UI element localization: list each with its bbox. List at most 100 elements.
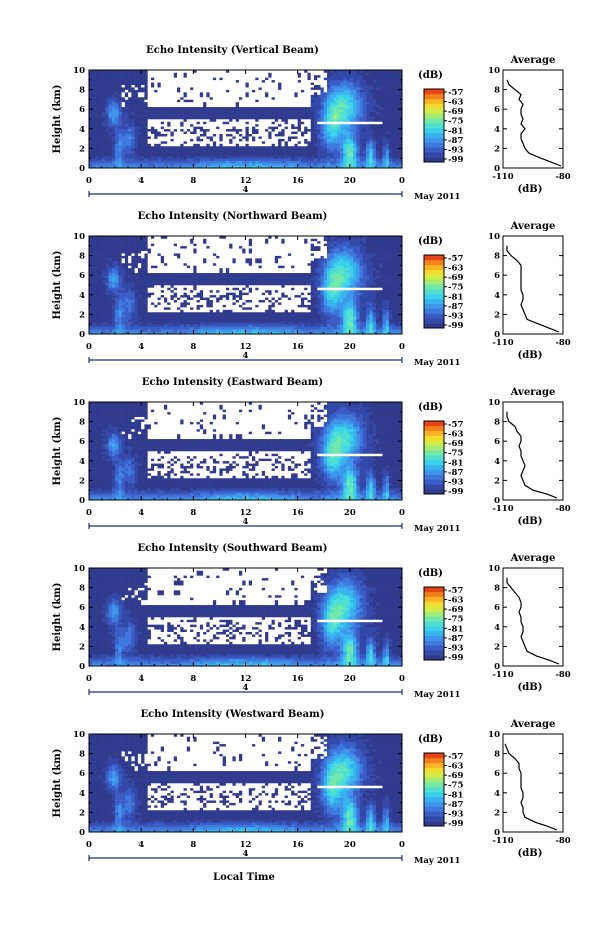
heatmap-cell (92, 148, 96, 152)
heatmap-cell (359, 148, 364, 152)
heatmap-cell (330, 79, 334, 83)
heatmap-cell (265, 106, 269, 110)
heatmap-cell (95, 89, 100, 93)
heatmap-cell (115, 165, 119, 169)
heatmap-cell (95, 285, 100, 288)
heatmap-cell (375, 82, 380, 85)
heatmap-cell (137, 326, 142, 330)
heatmap-cell (196, 131, 201, 134)
heatmap-cell (157, 255, 162, 259)
heatmap-cell (284, 89, 289, 93)
heatmap-cell (313, 153, 318, 157)
heatmap-cell (98, 238, 103, 242)
heatmap-cell (274, 133, 279, 137)
heatmap-cell (349, 104, 354, 108)
heatmap-cell (252, 87, 256, 90)
heatmap-cell (333, 79, 338, 83)
heatmap-cell (177, 114, 181, 117)
heatmap-cell (137, 114, 142, 117)
heatmap-cell (310, 101, 315, 105)
heatmap-cell (173, 84, 178, 88)
heatmap-cell (167, 101, 171, 105)
heatmap-cell (141, 131, 145, 134)
heatmap-cell (330, 94, 334, 98)
heatmap-cell (124, 104, 129, 108)
heatmap-cell (141, 121, 145, 125)
heatmap-cell (359, 79, 364, 83)
heatmap-cell (92, 89, 96, 93)
heatmap-cell (278, 72, 282, 76)
heatmap-cell (157, 240, 162, 244)
heatmap-cell (398, 136, 403, 139)
heatmap-cell (294, 77, 298, 81)
heatmap-cell (225, 99, 230, 103)
heatmap-cell (300, 116, 305, 120)
heatmap-cell (203, 148, 207, 152)
heatmap-cell (330, 163, 334, 166)
heatmap-cell (131, 109, 135, 112)
heatmap-cell (170, 331, 175, 335)
heatmap-cell (356, 131, 360, 134)
heatmap-cell (173, 155, 178, 159)
heatmap-cell (183, 106, 188, 110)
heatmap-cell (111, 148, 116, 152)
heatmap-cell (147, 116, 152, 120)
heatmap-cell (206, 138, 210, 142)
heatmap-cell (359, 160, 364, 164)
heatmap-cell (102, 258, 106, 261)
heatmap-cell (362, 155, 367, 159)
heatmap-cell (124, 111, 129, 115)
heatmap-cell (105, 99, 109, 103)
heatmap-cell (121, 82, 126, 85)
heatmap-cell (372, 163, 377, 166)
heatmap-cell (268, 123, 272, 127)
heatmap-cell (369, 74, 373, 78)
heatmap-cell (154, 260, 158, 264)
heatmap-cell (121, 155, 126, 159)
heatmap-cell (297, 136, 302, 139)
heatmap-cell (128, 87, 132, 90)
heatmap-cell (95, 258, 100, 261)
heatmap-cell (147, 89, 152, 93)
heatmap-cell (134, 143, 139, 147)
heatmap-cell (369, 109, 373, 112)
heatmap-cell (167, 331, 171, 335)
heatmap-cell (265, 89, 269, 93)
heatmap-cell (95, 297, 100, 300)
heatmap-cell (271, 131, 276, 134)
heatmap-cell (238, 153, 243, 157)
heatmap-cell (160, 250, 165, 254)
heatmap-cell (219, 111, 223, 115)
heatmap-cell (92, 236, 96, 239)
heatmap-cell (287, 104, 292, 108)
heatmap-cell (300, 114, 305, 117)
heatmap-cell (232, 131, 237, 134)
heatmap-cell (323, 143, 328, 147)
heatmap-cell (137, 111, 142, 115)
heatmap-cell (206, 116, 210, 120)
heatmap-cell (258, 74, 263, 78)
heatmap-cell (255, 160, 259, 164)
heatmap-cell (212, 89, 217, 93)
heatmap-cell (388, 87, 393, 90)
heatmap-cell (385, 131, 390, 134)
heatmap-cell (154, 136, 158, 139)
heatmap-cell (242, 89, 246, 93)
heatmap-cell (98, 145, 103, 149)
heatmap-cell (95, 94, 100, 98)
heatmap-cell (89, 163, 93, 166)
heatmap-cell (163, 128, 168, 132)
heatmap-cell (115, 133, 119, 137)
heatmap-cell (252, 150, 256, 154)
heatmap-cell (131, 143, 135, 147)
heatmap-cell (173, 145, 178, 149)
heatmap-cell (196, 101, 201, 105)
heatmap-cell (245, 111, 250, 115)
heatmap-cell (147, 326, 152, 330)
heatmap-cell (304, 150, 308, 154)
heatmap-cell (248, 153, 253, 157)
heatmap-cell (160, 282, 165, 286)
heatmap-cell (137, 74, 142, 78)
heatmap-cell (131, 128, 135, 132)
heatmap-cell (170, 94, 175, 98)
